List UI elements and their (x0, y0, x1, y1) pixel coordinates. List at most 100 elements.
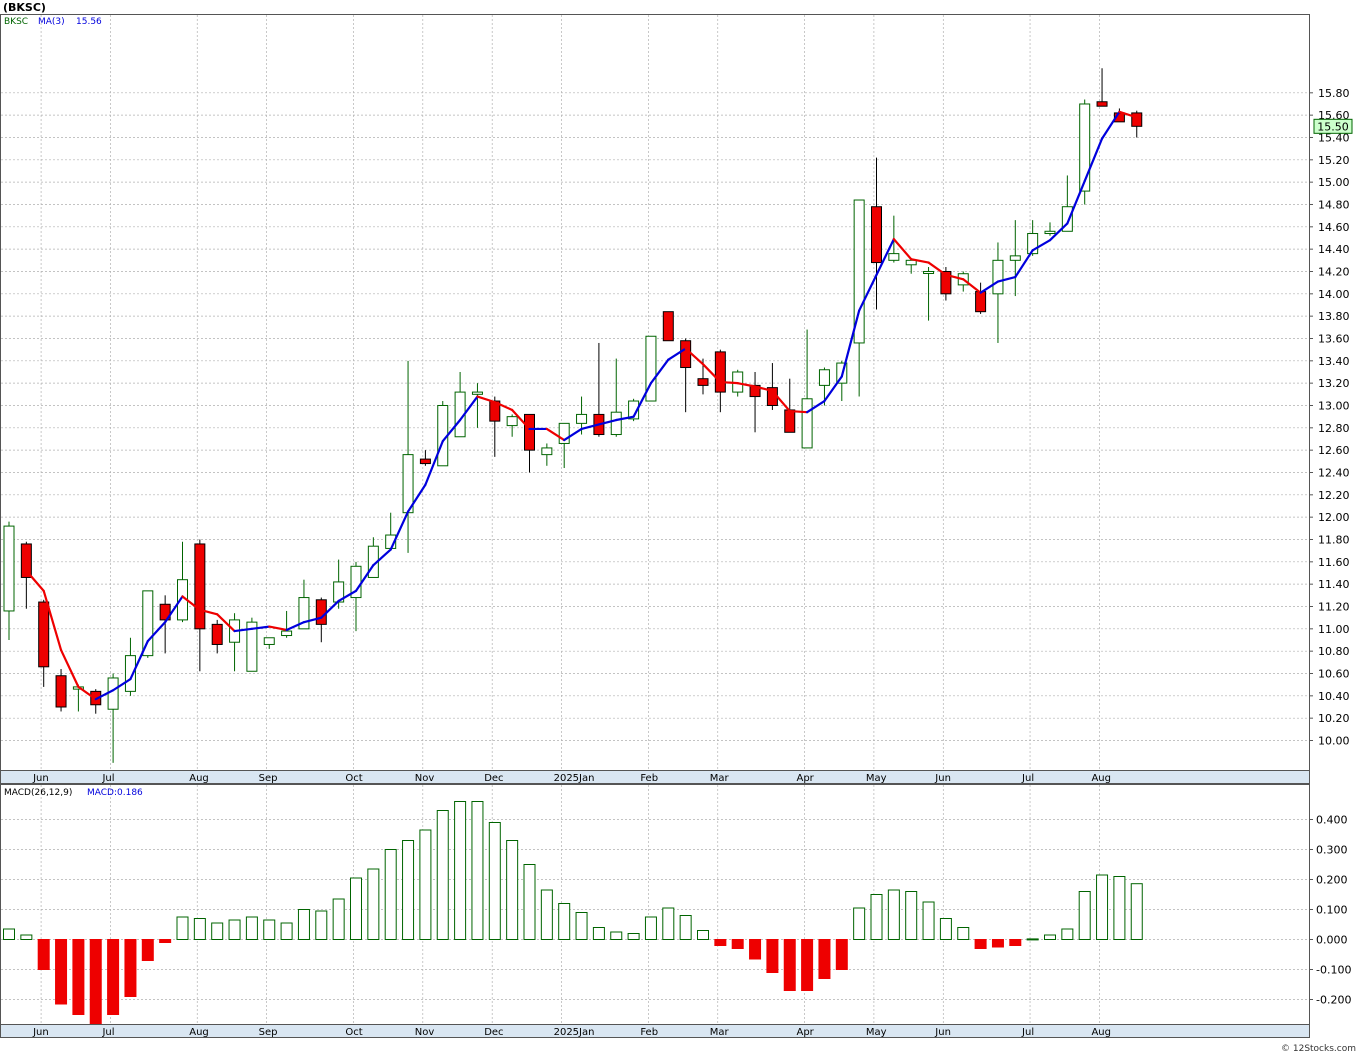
month-label: Jul (1021, 1027, 1034, 1038)
last-price-badge: 15.50 (1313, 118, 1353, 134)
month-label: Jul (101, 1027, 114, 1038)
ma-segment (910, 258, 930, 264)
macd-bar-positive (1130, 883, 1143, 941)
macd-tick-label: 0.400 (1316, 814, 1348, 827)
ma-segment (944, 273, 965, 281)
candle-body (1027, 233, 1039, 255)
legend-ma: MA(3) (38, 17, 65, 27)
price-tick-label: 15.40 (1318, 131, 1350, 144)
candle-down (1131, 110, 1143, 138)
candle-down (20, 541, 32, 609)
month-label: Oct (345, 773, 362, 784)
macd-bar-positive (575, 912, 588, 940)
price-tick-label: 13.40 (1318, 355, 1350, 368)
macd-bar-positive (1026, 938, 1039, 941)
ma-segment (753, 385, 774, 393)
macd-bar-positive (3, 928, 15, 940)
price-tick-label: 13.00 (1318, 399, 1350, 412)
candle-body (714, 351, 726, 393)
ma-segment (164, 595, 184, 624)
price-tick-label: 10.80 (1318, 645, 1350, 658)
candle-body (263, 637, 275, 645)
last-price-label: 15.50 (1317, 120, 1349, 133)
ma-segment (788, 409, 809, 414)
candle-body (853, 199, 865, 344)
month-label: Jun (934, 1027, 951, 1038)
macd-bar-positive (697, 930, 709, 940)
candle-body (1044, 230, 1056, 235)
candle-up (1044, 222, 1056, 236)
macd-bar-negative (749, 939, 762, 960)
candle-body (888, 253, 900, 261)
ma-segment (1031, 239, 1052, 252)
candle-body (610, 411, 622, 436)
candle-down (871, 157, 882, 310)
ma-segment (597, 418, 618, 426)
ma-segment (858, 273, 878, 312)
ma-segment (59, 648, 80, 688)
copyright: © 12Stocks.com (1281, 1044, 1356, 1054)
month-label: Jul (1021, 773, 1034, 784)
ma-segment (337, 589, 358, 603)
candle-up (992, 242, 1004, 343)
price-tick-label: 11.40 (1318, 578, 1350, 591)
candle-body (3, 525, 15, 612)
candle-body (419, 458, 431, 465)
price-tick-label: 15.00 (1318, 176, 1350, 189)
price-tick-label: 13.60 (1318, 332, 1350, 345)
ma-segment (320, 599, 340, 619)
macd-bar-positive (436, 810, 449, 940)
price-tick-label: 13.80 (1318, 310, 1350, 323)
macd-bar-positive (506, 840, 519, 940)
macd-tick-label: 0.200 (1316, 874, 1348, 887)
price-tick-label: 15.80 (1318, 87, 1350, 100)
macd-bar-negative (818, 939, 831, 979)
candle-body (194, 543, 206, 630)
ma-segment (719, 380, 739, 385)
candle-up (801, 329, 813, 449)
macd-bar-positive (887, 889, 900, 940)
price-tick-label: 10.60 (1318, 667, 1350, 680)
ma-segment (1100, 110, 1121, 140)
candle-body (315, 599, 327, 625)
candle-body (558, 422, 570, 444)
candle-body (923, 270, 935, 274)
month-label: Apr (796, 1027, 814, 1038)
candle-up (142, 590, 154, 658)
ma-segment (406, 483, 427, 513)
price-tick-label: 11.00 (1318, 623, 1350, 636)
price-tick-label: 12.80 (1318, 422, 1350, 435)
candle-body (784, 409, 796, 433)
ma-segment (875, 238, 895, 276)
macd-bar-positive (939, 918, 952, 940)
price-tick-label: 14.20 (1318, 265, 1350, 278)
candle-down (1096, 68, 1108, 107)
ma-segment (927, 261, 948, 276)
candle-body (801, 398, 813, 449)
candle-body (992, 259, 1004, 295)
macd-bar-negative (974, 939, 987, 949)
macd-bar-negative (766, 939, 779, 973)
macd-bar-positive (228, 919, 241, 940)
month-label: Apr (796, 773, 814, 784)
month-label: Dec (484, 773, 503, 784)
candle-up (263, 637, 275, 649)
price-tick-label: 12.00 (1318, 511, 1350, 524)
macd-bar-positive (1113, 876, 1126, 940)
candle-body (1079, 103, 1091, 192)
candle-up (923, 267, 935, 321)
month-labels-top: Jun Jul Aug Sep Oct Nov Dec 2025Jan Feb Mar Apr May… (32, 773, 1111, 784)
macd-bar-positive (662, 907, 675, 940)
ma-segment (77, 685, 97, 701)
macd-bar-positive (245, 916, 258, 940)
ma-segment (823, 375, 843, 403)
candle-body (524, 413, 535, 451)
ma-segment (198, 608, 219, 616)
macd-bar-negative (835, 939, 848, 970)
candle-down (194, 539, 206, 672)
ma-segment (354, 564, 375, 592)
macd-bar-positive (193, 918, 206, 940)
candle-body (975, 291, 987, 313)
month-label: Feb (640, 773, 658, 784)
